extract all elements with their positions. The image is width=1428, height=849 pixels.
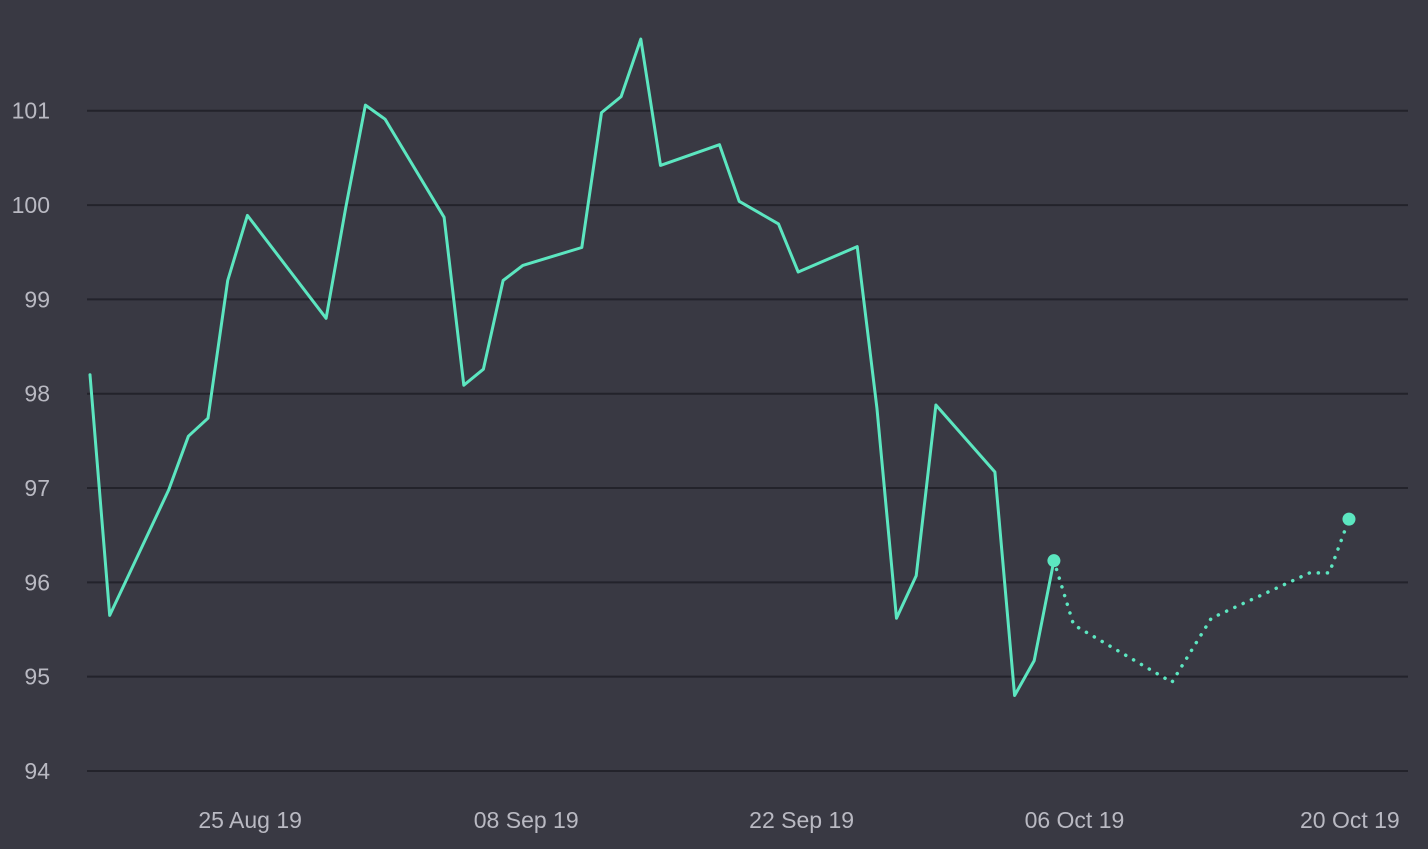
x-tick-label: 20 Oct 19 bbox=[1300, 807, 1400, 833]
y-axis-tick-labels: 94 95 96 97 98 99 100 101 bbox=[12, 98, 51, 784]
x-tick-label: 25 Aug 19 bbox=[198, 807, 302, 833]
series-line-dotted bbox=[1052, 517, 1351, 685]
series-end-marker bbox=[1342, 512, 1356, 526]
y-tick-label: 99 bbox=[24, 286, 50, 312]
series-end-marker bbox=[1047, 554, 1061, 568]
x-tick-label: 06 Oct 19 bbox=[1025, 807, 1125, 833]
y-tick-label: 94 bbox=[24, 758, 50, 784]
series-end-markers bbox=[1047, 512, 1356, 568]
y-tick-label: 98 bbox=[24, 381, 50, 407]
y-tick-label: 100 bbox=[12, 192, 50, 218]
gridlines bbox=[87, 109, 1408, 772]
y-tick-label: 96 bbox=[24, 569, 50, 595]
x-tick-label: 08 Sep 19 bbox=[474, 807, 579, 833]
series-line-solid bbox=[88, 37, 1056, 697]
x-axis-tick-labels: 25 Aug 19 08 Sep 19 22 Sep 19 06 Oct 19 20 O… bbox=[198, 807, 1399, 833]
series-lines bbox=[88, 37, 1351, 697]
y-tick-label: 101 bbox=[12, 98, 50, 124]
y-tick-label: 97 bbox=[24, 475, 50, 501]
y-tick-label: 95 bbox=[24, 664, 50, 690]
x-tick-label: 22 Sep 19 bbox=[749, 807, 854, 833]
